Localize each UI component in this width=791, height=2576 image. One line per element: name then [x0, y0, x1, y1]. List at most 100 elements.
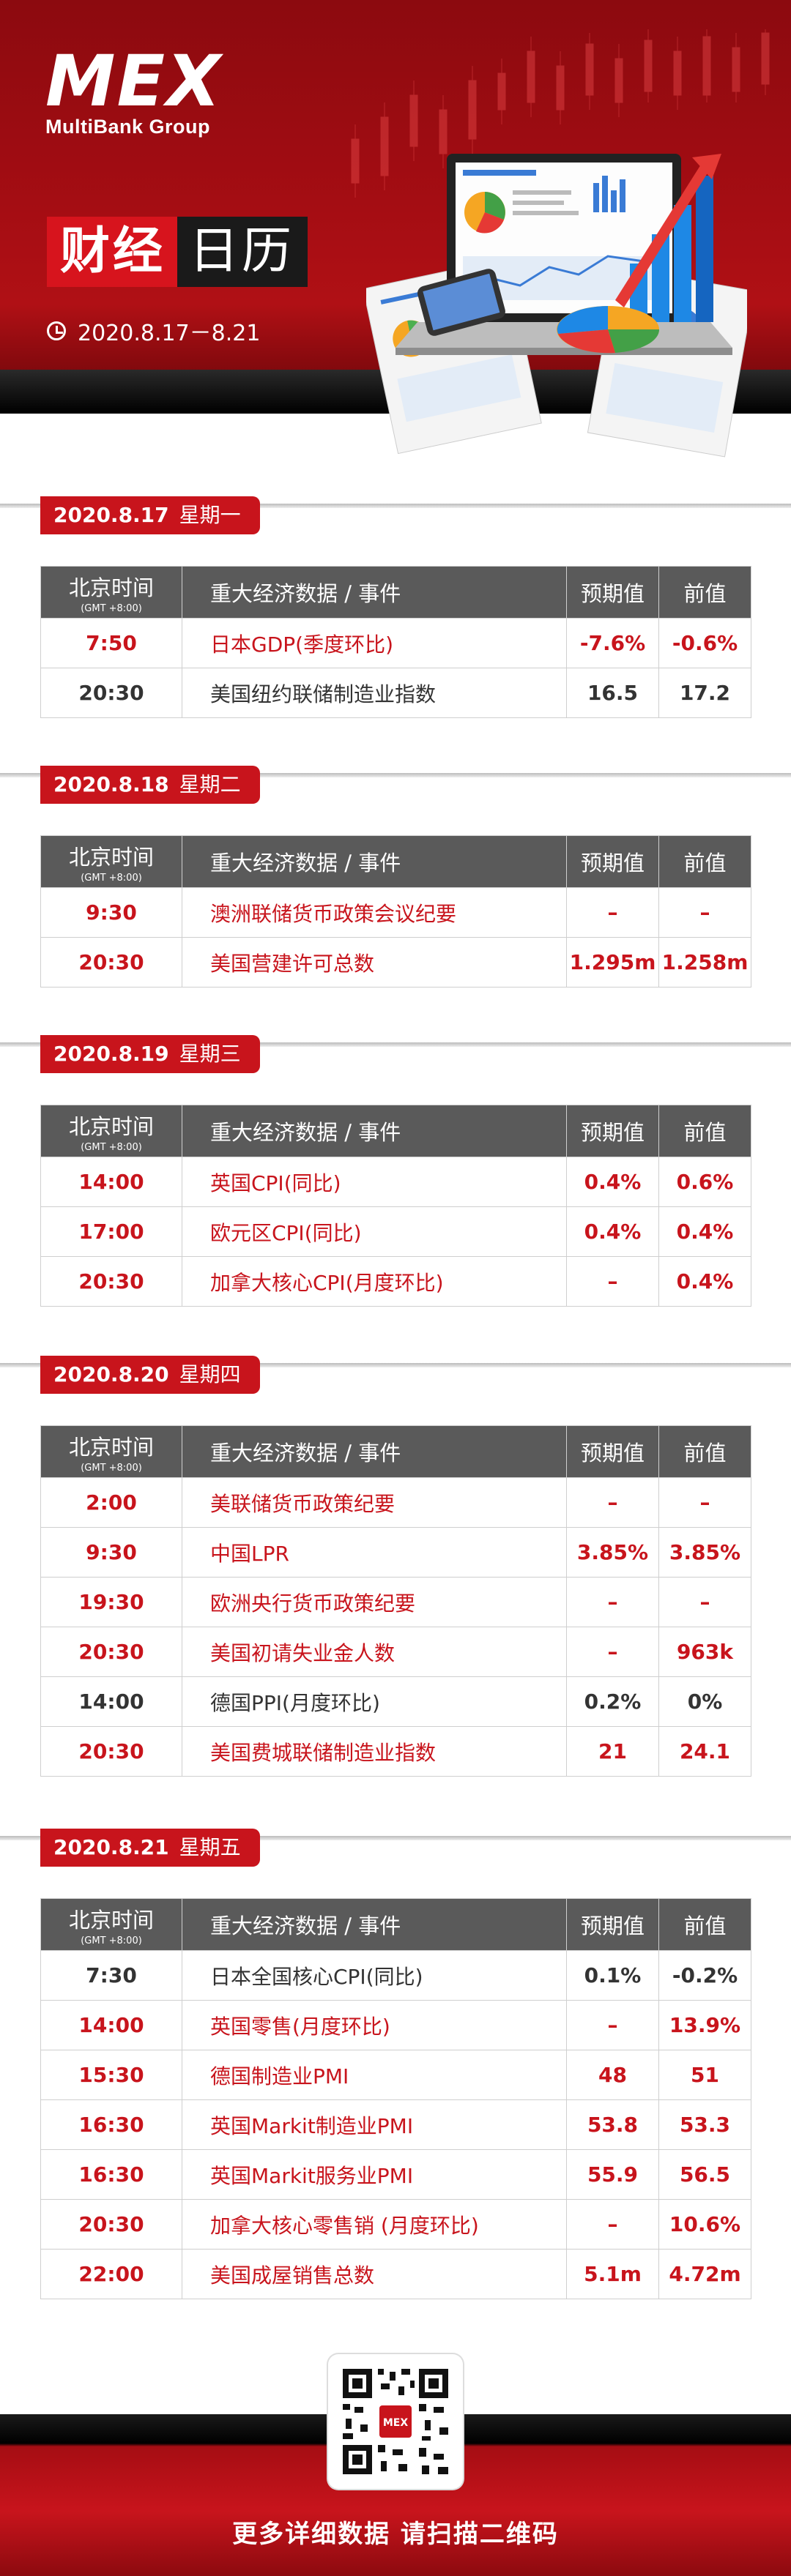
candlestick-background-decoration [351, 29, 770, 198]
row-event: 日本全国核心CPI(同比) [182, 1950, 567, 2001]
row-forecast: 0.4% [566, 1206, 659, 1257]
row-forecast: – [566, 1627, 659, 1677]
calendar-table: 北京时间 (GMT +8:00) 重大经济数据 / 事件 预期值 前值 7:50 日… [40, 566, 751, 718]
row-time: 17:00 [40, 1206, 182, 1257]
page-title: 财经 日历 [47, 217, 308, 287]
row-forecast: 53.8 [566, 2099, 659, 2150]
qr-code-image[interactable]: MEX [328, 2354, 463, 2489]
header-previous: 前值 [658, 1898, 751, 1951]
day-date-tag: 2020.8.18 星期二 [40, 766, 260, 804]
header-time: 北京时间 (GMT +8:00) [40, 835, 182, 888]
row-time: 20:30 [40, 668, 182, 718]
day-weekday: 星期一 [179, 503, 241, 527]
footer-scan-prompt: 更多详细数据 请扫描二维码 [232, 2520, 559, 2549]
header-event: 重大经济数据 / 事件 [182, 1105, 567, 1157]
day-date-tag: 2020.8.21 星期五 [40, 1829, 260, 1867]
row-event: 加拿大核心CPI(月度环比) [182, 1256, 567, 1307]
logo-company-name: MultiBank Group [45, 116, 210, 138]
qr-code-icon: MEX [340, 2366, 451, 2477]
day-weekday: 星期二 [179, 772, 241, 796]
row-time: 22:00 [40, 2249, 182, 2299]
table-row: 9:30 澳洲联储货币政策会议纪要 – – [40, 887, 751, 938]
row-event: 澳洲联储货币政策会议纪要 [182, 887, 567, 938]
table-header-row: 北京时间 (GMT +8:00) 重大经济数据 / 事件 预期值 前值 [40, 835, 751, 888]
calendar-table: 北京时间 (GMT +8:00) 重大经济数据 / 事件 预期值 前值 9:30 澳… [40, 835, 751, 988]
row-forecast: 21 [566, 1726, 659, 1777]
date-range: 2020.8.17－8.21 [47, 315, 260, 347]
row-forecast: -7.6% [566, 618, 659, 668]
row-forecast: 0.4% [566, 1157, 659, 1207]
header-previous: 前值 [658, 1425, 751, 1478]
day-date-tag: 2020.8.19 星期三 [40, 1035, 260, 1073]
row-time: 20:30 [40, 1256, 182, 1307]
row-time: 2:00 [40, 1477, 182, 1528]
row-previous: -0.6% [658, 618, 751, 668]
section-divider [0, 504, 791, 508]
row-event: 美国纽约联储制造业指数 [182, 668, 567, 718]
row-time: 20:30 [40, 937, 182, 988]
row-previous: 963k [658, 1627, 751, 1677]
row-event: 美国成屋销售总数 [182, 2249, 567, 2299]
header-forecast: 预期值 [566, 1425, 659, 1478]
table-row: 14:00 英国零售(月度环比) –13.9% [40, 2000, 751, 2050]
calendar-table: 北京时间 (GMT +8:00) 重大经济数据 / 事件 预期值 前值 7:30 日… [40, 1898, 751, 2299]
row-forecast: – [566, 1256, 659, 1307]
date-range-text: 2020.8.17－8.21 [78, 321, 261, 346]
row-event: 英国Markit制造业PMI [182, 2099, 567, 2150]
calendar-table: 北京时间 (GMT +8:00) 重大经济数据 / 事件 预期值 前值 14:00… [40, 1105, 751, 1307]
table-row: 16:30 英国Markit制造业PMI 53.8 53.3 [40, 2099, 751, 2150]
row-previous: – [658, 887, 751, 938]
calendar-table: 北京时间 (GMT +8:00) 重大经济数据 / 事件 预期值 前值 2:00 美… [40, 1425, 751, 1777]
row-event: 加拿大核心零售销 (月度环比) [182, 2199, 567, 2250]
row-event: 中国LPR [182, 1527, 567, 1578]
row-time: 9:30 [40, 887, 182, 938]
section-divider [0, 1363, 791, 1367]
section-divider [0, 1836, 791, 1840]
header-time: 北京时间 (GMT +8:00) [40, 1898, 182, 1951]
day-date: 2020.8.17 [53, 503, 169, 527]
row-previous: 0.6% [658, 1157, 751, 1207]
header-event: 重大经济数据 / 事件 [182, 1425, 567, 1478]
table-row: 20:30 美国初请失业金人数 –963k [40, 1627, 751, 1677]
row-event: 英国零售(月度环比) [182, 2000, 567, 2050]
row-previous: 3.85% [658, 1527, 751, 1578]
header-previous: 前值 [658, 566, 751, 619]
svg-text:MEX: MEX [383, 2417, 408, 2429]
row-event: 美国初请失业金人数 [182, 1627, 567, 1677]
row-forecast: 5.1m [566, 2249, 659, 2299]
header-time: 北京时间 (GMT +8:00) [40, 566, 182, 619]
row-previous: 51 [658, 2050, 751, 2100]
table-row: 14:00 德国PPI(月度环比) 0.2% 0% [40, 1676, 751, 1727]
row-previous: -0.2% [658, 1950, 751, 2001]
day-date: 2020.8.21 [53, 1835, 169, 1859]
row-time: 7:30 [40, 1950, 182, 2001]
table-row: 17:00 欧元区CPI(同比) 0.4% 0.4% [40, 1206, 751, 1257]
table-row: 14:00 英国CPI(同比) 0.4% 0.6% [40, 1157, 751, 1207]
row-previous: 0% [658, 1676, 751, 1727]
row-event: 美国营建许可总数 [182, 937, 567, 988]
logo-wordmark: MEX [45, 40, 223, 122]
row-forecast: 3.85% [566, 1527, 659, 1578]
row-time: 20:30 [40, 1627, 182, 1677]
row-time: 19:30 [40, 1577, 182, 1627]
row-time: 7:50 [40, 618, 182, 668]
table-header-row: 北京时间 (GMT +8:00) 重大经济数据 / 事件 预期值 前值 [40, 1105, 751, 1157]
day-weekday: 星期五 [179, 1835, 241, 1859]
header-time: 北京时间 (GMT +8:00) [40, 1105, 182, 1157]
day-date-tag: 2020.8.17 星期一 [40, 496, 260, 534]
row-forecast: 48 [566, 2050, 659, 2100]
row-time: 14:00 [40, 1157, 182, 1207]
header-event: 重大经济数据 / 事件 [182, 835, 567, 888]
row-forecast: – [566, 2000, 659, 2050]
header-event: 重大经济数据 / 事件 [182, 566, 567, 619]
row-time: 14:00 [40, 1676, 182, 1727]
row-event: 美国费城联储制造业指数 [182, 1726, 567, 1777]
table-row: 22:00 美国成屋销售总数 5.1m 4.72m [40, 2249, 751, 2299]
table-row: 19:30 欧洲央行货币政策纪要 – – [40, 1577, 751, 1627]
row-event: 欧元区CPI(同比) [182, 1206, 567, 1257]
row-event: 英国CPI(同比) [182, 1157, 567, 1207]
row-previous: 24.1 [658, 1726, 751, 1777]
row-forecast: – [566, 887, 659, 938]
table-header-row: 北京时间 (GMT +8:00) 重大经济数据 / 事件 预期值 前值 [40, 566, 751, 619]
table-row: 20:30 美国纽约联储制造业指数 16.5 17.2 [40, 668, 751, 718]
